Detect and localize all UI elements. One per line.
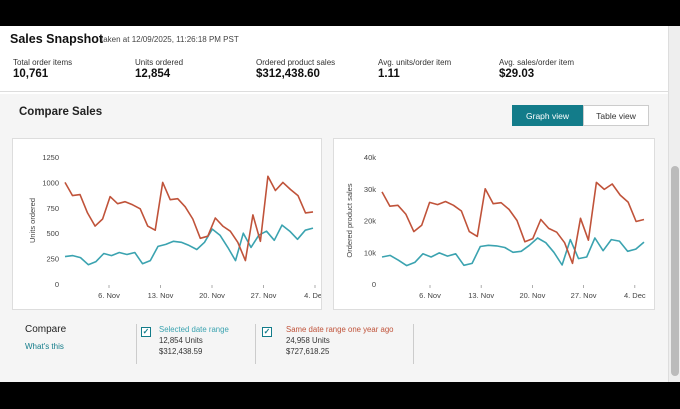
x-tick-label: 13. Nov bbox=[148, 291, 174, 300]
x-tick-label: 13. Nov bbox=[468, 291, 494, 300]
x-tick-label: 20. Nov bbox=[519, 291, 545, 300]
app-frame: Sales Snapshot taken at 12/09/2025, 11:2… bbox=[0, 26, 680, 382]
metric-value: $29.03 bbox=[499, 68, 535, 80]
y-tick-label: 0 bbox=[372, 280, 376, 289]
scrollbar-thumb[interactable] bbox=[671, 166, 679, 376]
last-year-legend: Same date range one year ago 24,958 Unit… bbox=[286, 324, 394, 357]
units-ordered-chart-svg: 0 250 500 750 1000 1250 Units ordered 6. Nov 13.… bbox=[28, 153, 321, 300]
divider bbox=[136, 324, 137, 364]
y-tick-label: 750 bbox=[46, 204, 59, 213]
whats-this-link[interactable]: What's this bbox=[25, 342, 64, 351]
graph-view-button[interactable]: Graph view bbox=[512, 105, 583, 126]
last-year-checkbox[interactable]: ✓ bbox=[262, 327, 272, 337]
metric-label: Total order items bbox=[13, 58, 73, 67]
y-axis-label: Ordered product sales bbox=[345, 183, 354, 257]
selected-range-checkbox[interactable]: ✓ bbox=[141, 327, 151, 337]
y-tick-label: 1000 bbox=[42, 178, 59, 187]
metric-label: Avg. sales/order item bbox=[499, 58, 574, 67]
divider bbox=[255, 324, 256, 364]
x-tick-label: 20. Nov bbox=[199, 291, 225, 300]
y-tick-label: 500 bbox=[46, 229, 59, 238]
metric-units-ordered: Units ordered 12,854 bbox=[135, 58, 183, 80]
snapshot-timestamp: taken at 12/09/2025, 11:26:18 PM PST bbox=[101, 35, 239, 44]
sales-snapshot-bar: Sales Snapshot taken at 12/09/2025, 11:2… bbox=[0, 26, 668, 92]
metric-total-order-items: Total order items 10,761 bbox=[13, 58, 72, 80]
x-tick-label: 27. Nov bbox=[251, 291, 277, 300]
product-sales-chart: 0 10k 20k 30k 40k Ordered product sales 6. Nov… bbox=[333, 138, 655, 310]
selected-range-sales: $312,438.59 bbox=[159, 347, 203, 356]
x-tick-label: 6. Nov bbox=[98, 291, 120, 300]
metric-label: Units ordered bbox=[135, 58, 184, 67]
x-tick-label: 4. Dec bbox=[304, 291, 321, 300]
selected-range-legend: Selected date range 12,854 Units $312,43… bbox=[159, 324, 229, 357]
y-tick-label: 40k bbox=[364, 153, 376, 162]
x-tick-label: 27. Nov bbox=[571, 291, 597, 300]
divider bbox=[413, 324, 414, 364]
units-ordered-chart: 0 250 500 750 1000 1250 Units ordered 6. Nov 13.… bbox=[12, 138, 322, 310]
last-year-units: 24,958 Units bbox=[286, 336, 330, 345]
product-sales-chart-svg: 0 10k 20k 30k 40k Ordered product sales 6. Nov… bbox=[345, 153, 646, 300]
x-tick-label: 6. Nov bbox=[419, 291, 441, 300]
metric-value: 12,854 bbox=[135, 68, 171, 80]
metric-avg-units-order-item: Avg. units/order item 1.11 bbox=[378, 58, 451, 80]
metric-ordered-product-sales: Ordered product sales $312,438.60 bbox=[256, 58, 335, 80]
x-tick-label: 4. Dec bbox=[624, 291, 646, 300]
y-axis-label: Units ordered bbox=[28, 198, 37, 243]
panel-title: Compare Sales bbox=[19, 106, 103, 118]
snapshot-title: Sales Snapshot bbox=[10, 32, 104, 46]
last-year-sales: $727,618.25 bbox=[286, 347, 330, 356]
y-tick-label: 0 bbox=[55, 280, 59, 289]
compare-legend: Compare What's this ✓ Selected date rang… bbox=[0, 316, 668, 382]
metric-label: Ordered product sales bbox=[256, 58, 336, 67]
metric-value: 10,761 bbox=[13, 68, 49, 80]
y-tick-label: 1250 bbox=[42, 153, 59, 162]
last-year-line bbox=[64, 175, 314, 262]
y-tick-label: 250 bbox=[46, 255, 59, 264]
metric-avg-sales-order-item: Avg. sales/order item $29.03 bbox=[499, 58, 574, 80]
selected-range-line bbox=[64, 224, 314, 266]
last-year-line bbox=[381, 181, 645, 265]
metric-label: Avg. units/order item bbox=[378, 58, 452, 67]
selected-range-units: 12,854 Units bbox=[159, 336, 203, 345]
y-tick-label: 20k bbox=[364, 217, 376, 226]
vertical-scrollbar[interactable] bbox=[668, 26, 680, 382]
metric-value: $312,438.60 bbox=[256, 68, 320, 80]
metric-value: 1.11 bbox=[378, 68, 400, 80]
table-view-button[interactable]: Table view bbox=[583, 105, 649, 126]
compare-sales-panel: Compare Sales Graph view Table view 0 250… bbox=[0, 94, 668, 382]
selected-range-line bbox=[381, 237, 645, 267]
last-year-label: Same date range one year ago bbox=[286, 325, 394, 334]
compare-title: Compare bbox=[25, 324, 67, 335]
y-tick-label: 10k bbox=[364, 248, 376, 257]
selected-range-label: Selected date range bbox=[159, 325, 229, 334]
y-tick-label: 30k bbox=[364, 185, 376, 194]
